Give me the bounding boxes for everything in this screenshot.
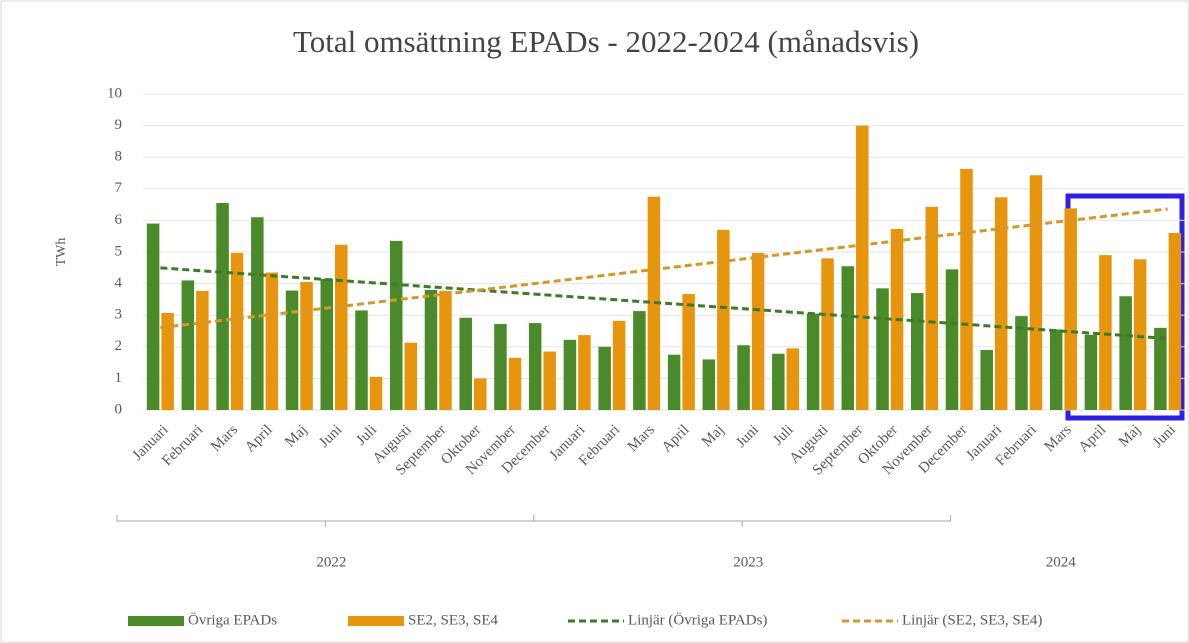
legend-swatch [348, 616, 404, 626]
bar [856, 125, 869, 410]
bar [925, 206, 939, 410]
bar [196, 290, 209, 410]
bar [251, 217, 264, 410]
bar [369, 376, 383, 410]
bar [980, 349, 993, 410]
bar [320, 278, 334, 410]
bar [994, 197, 1008, 410]
bar [647, 196, 661, 410]
bar [667, 354, 681, 410]
bar [1029, 175, 1043, 410]
bar [841, 266, 855, 410]
bar [702, 359, 716, 410]
bar [737, 345, 750, 410]
y-axis-label: TWh [54, 238, 69, 267]
bar [181, 280, 195, 410]
bar [508, 357, 522, 410]
chart-title: Total omsättning EPADs - 2022-2024 (måna… [293, 24, 919, 59]
bar [1099, 255, 1112, 410]
bar [1064, 208, 1077, 410]
bar [543, 351, 556, 410]
bar [1154, 327, 1167, 410]
y-tick-label: 3 [115, 307, 123, 323]
bar [494, 324, 507, 410]
bar [682, 294, 695, 410]
y-tick-label: 5 [115, 243, 123, 259]
legend-label: Linjär (Övriga EPADs) [628, 611, 767, 628]
bar [1119, 296, 1132, 410]
bar [335, 244, 348, 410]
bar [265, 272, 279, 410]
trend-line [160, 207, 1168, 330]
bar [1015, 316, 1028, 410]
bar [578, 335, 591, 410]
bar [300, 282, 313, 410]
bar [786, 348, 800, 410]
group-label: 2024 [1046, 554, 1077, 570]
bar [960, 168, 973, 410]
bar [910, 293, 924, 410]
bar [473, 378, 487, 410]
bar [216, 203, 229, 410]
y-tick-label: 1 [115, 370, 123, 386]
group-bracket [533, 515, 952, 527]
bar [563, 339, 577, 410]
y-tick-label: 0 [115, 401, 123, 417]
legend-swatch [128, 616, 184, 626]
bar [633, 311, 646, 410]
bar [821, 258, 834, 410]
bar [355, 310, 368, 410]
legend-label: Linjär (SE2, SE3, SE4) [902, 612, 1042, 628]
legend-label: Övriga EPADs [188, 611, 277, 628]
y-tick-label: 10 [107, 85, 122, 101]
bar [751, 252, 765, 410]
bar [424, 289, 438, 410]
bar [389, 240, 403, 410]
bar [806, 313, 820, 410]
bar [612, 320, 626, 410]
group-label: 2023 [733, 554, 763, 570]
group-label: 2022 [316, 554, 346, 570]
bar [230, 252, 244, 410]
y-tick-label: 7 [115, 180, 123, 196]
bar [1133, 259, 1147, 410]
bar [876, 288, 889, 410]
y-tick-label: 8 [115, 149, 123, 165]
bar [404, 342, 418, 410]
bar [598, 346, 611, 410]
bar [146, 223, 160, 410]
y-tick-label: 9 [115, 117, 123, 133]
bar [285, 290, 299, 410]
bar [1049, 329, 1063, 410]
y-tick-label: 2 [115, 338, 123, 354]
bar [161, 312, 174, 410]
bar [1084, 334, 1098, 410]
y-tick-label: 4 [115, 275, 123, 291]
bar [439, 290, 452, 410]
bar [528, 323, 542, 410]
bar [459, 317, 472, 410]
y-tick-label: 6 [115, 212, 123, 228]
legend-label: SE2, SE3, SE4 [408, 612, 499, 628]
bar [945, 269, 959, 410]
trend-line [160, 266, 1168, 340]
bar [717, 229, 730, 410]
bar [772, 353, 785, 410]
bar [1168, 233, 1182, 410]
